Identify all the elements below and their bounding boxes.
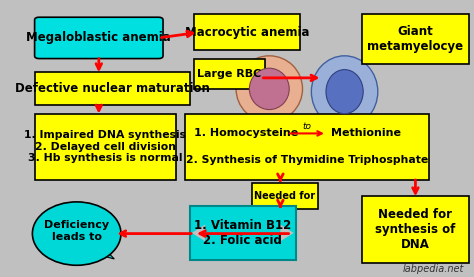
Text: Macrocytic anemia: Macrocytic anemia	[185, 26, 310, 39]
Ellipse shape	[311, 56, 378, 127]
Text: Megaloblastic anemia: Megaloblastic anemia	[27, 31, 171, 44]
Text: labpedia.net: labpedia.net	[403, 263, 464, 274]
Text: to: to	[302, 122, 311, 131]
Text: Deficiency
leads to: Deficiency leads to	[44, 220, 109, 242]
Text: Methionine: Methionine	[331, 129, 401, 138]
FancyBboxPatch shape	[362, 196, 469, 263]
Text: Large RBC: Large RBC	[197, 69, 262, 79]
FancyBboxPatch shape	[252, 183, 318, 209]
FancyBboxPatch shape	[194, 58, 265, 89]
Ellipse shape	[249, 68, 289, 110]
Polygon shape	[90, 243, 114, 259]
FancyBboxPatch shape	[362, 14, 469, 64]
Ellipse shape	[236, 56, 302, 122]
Ellipse shape	[32, 202, 121, 265]
Text: Needed for
synthesis of
DNA: Needed for synthesis of DNA	[375, 208, 456, 251]
Text: Giant
metamyelocye: Giant metamyelocye	[367, 25, 464, 53]
FancyBboxPatch shape	[35, 114, 176, 180]
Polygon shape	[280, 224, 294, 241]
Text: Defective nuclear maturation: Defective nuclear maturation	[15, 82, 210, 95]
Text: Needed for: Needed for	[254, 191, 315, 201]
FancyBboxPatch shape	[194, 14, 301, 50]
Polygon shape	[192, 224, 205, 241]
Text: 1. Vitamin B12
2. Folic acid: 1. Vitamin B12 2. Folic acid	[194, 219, 292, 247]
Text: 2. Synthesis of Thymidine Triphosphate: 2. Synthesis of Thymidine Triphosphate	[186, 155, 428, 165]
Text: 1. Homocysteine: 1. Homocysteine	[194, 129, 298, 138]
FancyBboxPatch shape	[35, 17, 163, 58]
Ellipse shape	[326, 70, 363, 114]
FancyBboxPatch shape	[35, 72, 190, 106]
FancyBboxPatch shape	[190, 206, 296, 260]
Text: 1. Impaired DNA synthesis
2. Delayed cell division
3. Hb synthesis is normal: 1. Impaired DNA synthesis 2. Delayed cel…	[25, 130, 186, 163]
FancyBboxPatch shape	[185, 114, 428, 180]
